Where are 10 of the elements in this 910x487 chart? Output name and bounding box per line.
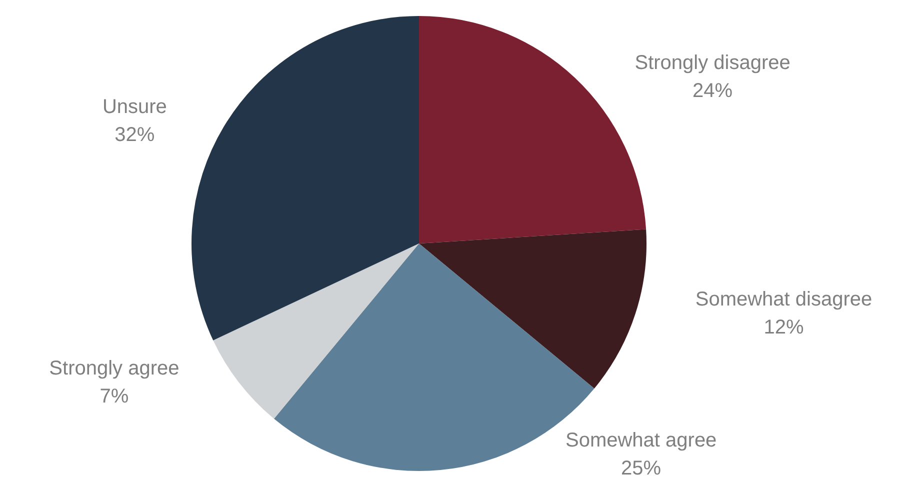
- data-label: 7%: [100, 385, 129, 408]
- data-label: 24%: [692, 80, 733, 102]
- slice-label: Somewhat agree: [565, 430, 717, 452]
- slice-label: Unsure: [102, 96, 167, 118]
- data-label: 25%: [621, 458, 662, 480]
- data-label: 12%: [764, 316, 804, 338]
- slice-label: Somewhat disagree: [695, 288, 872, 310]
- slice-label: Strongly agree: [49, 357, 180, 380]
- slice-label: Strongly disagree: [634, 52, 790, 74]
- data-label: 32%: [114, 124, 155, 146]
